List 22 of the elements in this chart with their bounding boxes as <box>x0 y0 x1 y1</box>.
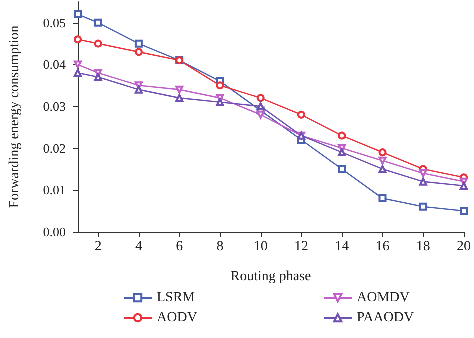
legend-label: PAAODV <box>357 310 414 326</box>
x-tick-label: 6 <box>176 240 184 254</box>
legend-label: LSRM <box>157 290 196 306</box>
x-tick-label: 10 <box>254 240 268 254</box>
y-tick-label: 0.00 <box>43 224 66 240</box>
x-tick-label: 12 <box>294 240 308 254</box>
x-tick-label: 20 <box>457 240 471 254</box>
y-tick-label: 0.04 <box>43 57 66 72</box>
y-tick-label: 0.01 <box>43 182 66 198</box>
y-tick-label: 0.03 <box>43 99 66 114</box>
x-axis-title: Routing phase <box>230 270 312 284</box>
y-axis-title: Forwarding energy consumption <box>8 26 22 208</box>
x-tick-label: 16 <box>376 240 390 254</box>
y-tick-label: 0.05 <box>43 15 66 30</box>
x-tick-label: 8 <box>216 240 224 254</box>
y-tick-label: 0.02 <box>43 140 66 156</box>
x-tick-label: 18 <box>416 240 430 254</box>
legend-label: AOMDV <box>357 290 410 306</box>
x-tick-label: 2 <box>94 240 102 254</box>
legend-label: AODV <box>157 310 198 326</box>
x-tick-label: 14 <box>335 240 350 254</box>
x-tick-label: 4 <box>135 240 142 254</box>
